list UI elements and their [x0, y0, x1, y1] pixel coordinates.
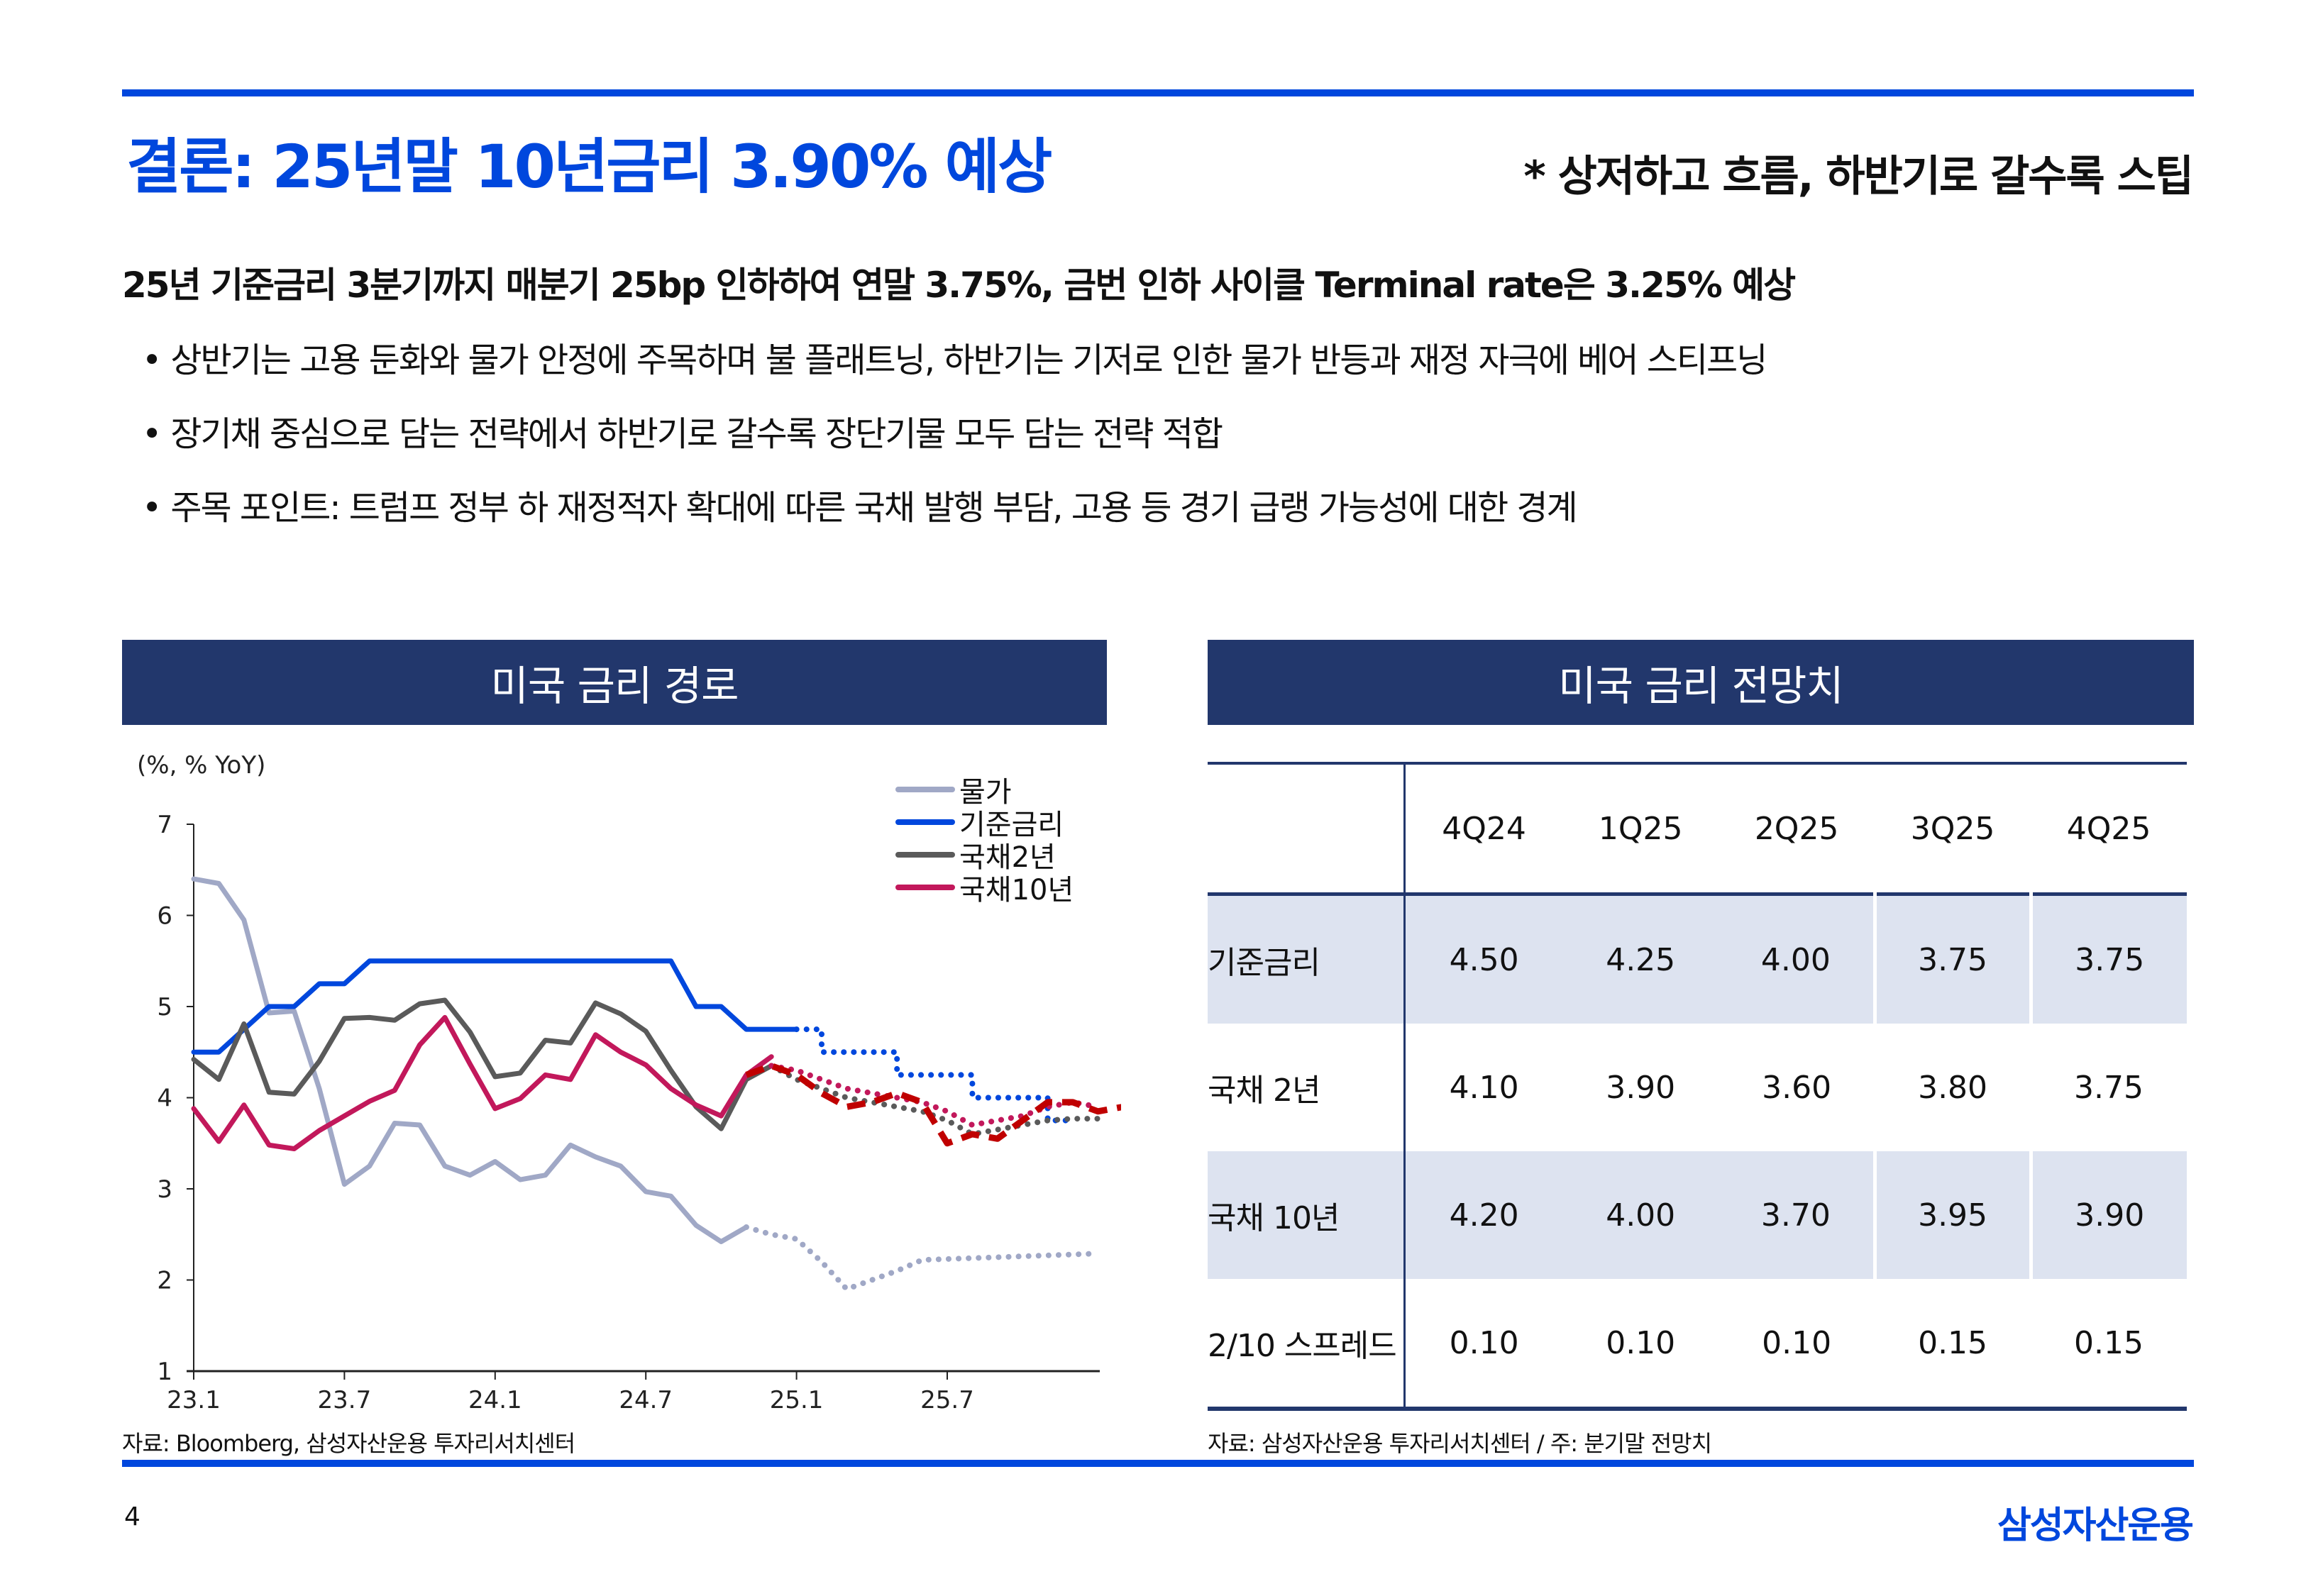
- series-line-policy-forecast: [793, 1026, 1076, 1124]
- table-corner: [1208, 763, 1406, 894]
- row-label: 2/10 스프레드: [1208, 1279, 1406, 1409]
- y-tick-label: 1: [157, 1358, 172, 1386]
- series-line-cpi: [191, 876, 749, 1244]
- table-cell: 0.10: [1449, 1324, 1519, 1361]
- legend-swatch: [895, 787, 955, 792]
- series-line-ust10_alt-forecast: [745, 1063, 1121, 1147]
- chart-axes: 1 2 3 4 5 6 7 23.1 23.7 24.1 24.7 25.1 25.7: [157, 811, 1100, 1414]
- legend-swatch: [895, 885, 955, 890]
- rate-path-chart: (%, % YoY) 1 2 3 4 5 6 7 23.1 23.7 24.1 24.7 25.1 25…: [137, 751, 1121, 1414]
- table-cell: 0.10: [1762, 1324, 1832, 1361]
- row-label: 국채 10년: [1208, 1151, 1406, 1279]
- page-subtitle: * 상저하고 흐름, 하반기로 갈수록 스팁: [1523, 152, 2194, 201]
- table-row: 국채 2년 4.10 3.90 3.60 3.80 3.75: [1208, 1024, 2187, 1151]
- bullet-item: 주목 포인트: 트럼프 정부 하 재정적자 확대에 따른 국채 발행 부담, 고…: [142, 480, 1577, 529]
- table-row: 기준금리 4.50 4.25 4.00 3.75 3.75: [1208, 894, 2187, 1024]
- series-line-policy: [191, 958, 800, 1055]
- x-tick-label: 23.1: [167, 1386, 221, 1414]
- chart-series: [191, 876, 1121, 1292]
- table-panel-title: 미국 금리 전망치: [1208, 640, 2194, 725]
- y-tick-label: 4: [157, 1085, 172, 1113]
- y-tick-label: 6: [157, 902, 172, 931]
- table-cell: 3.75: [1872, 894, 2031, 1024]
- legend-label: 국채10년: [959, 874, 1074, 907]
- series-line-ust2: [191, 997, 774, 1131]
- table-source: 자료: 삼성자산운용 투자리서치센터 / 주: 분기말 전망치: [1208, 1430, 1712, 1457]
- table-cell: 4.50: [1404, 894, 1563, 1024]
- x-tick-label: 23.7: [318, 1386, 372, 1414]
- table-cell: 0.10: [1606, 1324, 1676, 1361]
- table-cell: 3.90: [1606, 1069, 1676, 1106]
- table-cell: 0.15: [1918, 1324, 1988, 1361]
- x-tick-label: 25.7: [920, 1386, 974, 1414]
- table-cell: 4.10: [1449, 1069, 1519, 1106]
- table-cell: 3.95: [1872, 1151, 2031, 1279]
- x-tick-label: 24.7: [619, 1386, 673, 1414]
- legend-item-ust2: 국채2년: [895, 838, 1074, 874]
- table-header-row: 4Q24 1Q25 2Q25 3Q25 4Q25: [1208, 763, 2187, 894]
- table-cell: 4.25: [1562, 894, 1719, 1024]
- table-cell: 4.00: [1562, 1151, 1719, 1279]
- table-cell: 4.20: [1404, 1151, 1563, 1279]
- table-cell: 3.90: [2029, 1151, 2187, 1279]
- table-row: 국채 10년 4.20 4.00 3.70 3.95 3.90: [1208, 1151, 2187, 1279]
- x-tick-label: 24.1: [468, 1386, 522, 1414]
- legend-label: 물가: [959, 776, 1012, 809]
- page-title: 결론: 25년말 10년금리 3.90% 예상: [126, 132, 1052, 201]
- legend-item-cpi: 물가: [895, 773, 1074, 809]
- series-line-cpi-forecast: [743, 1224, 1101, 1292]
- series-line-ust2-forecast: [768, 1063, 1101, 1137]
- series-line-ust10: [191, 1014, 774, 1151]
- series-line-ust10-forecast: [768, 1063, 1101, 1128]
- table-cell: 3.80: [1918, 1069, 1988, 1106]
- y-tick-label: 2: [157, 1267, 172, 1295]
- bottom-rule: [122, 1460, 2194, 1467]
- table-cell: 0.15: [2074, 1324, 2144, 1361]
- legend-label: 기준금리: [959, 809, 1064, 841]
- chart-legend: 물가 기준금리 국채2년 국채10년: [895, 773, 1074, 907]
- y-tick-label: 3: [157, 1175, 172, 1204]
- lead-statement: 25년 기준금리 3분기까지 매분기 25bp 인하하여 연말 3.75%, 금…: [122, 265, 1796, 306]
- row-label: 국채 2년: [1208, 1024, 1406, 1151]
- chart-source: 자료: Bloomberg, 삼성자산운용 투자리서치센터: [122, 1430, 575, 1457]
- y-axis-label: (%, % YoY): [137, 751, 265, 780]
- page-number: 4: [124, 1502, 140, 1531]
- legend-item-ust10: 국채10년: [895, 871, 1074, 907]
- forecast-table: 4Q24 1Q25 2Q25 3Q25 4Q25 기준금리 4.50 4.25 …: [1208, 762, 2187, 1411]
- table-row: 2/10 스프레드 0.10 0.10 0.10 0.15 0.15: [1208, 1279, 2187, 1409]
- column-header: 4Q24: [1442, 810, 1526, 847]
- table-cell: 3.60: [1762, 1069, 1832, 1106]
- y-tick-label: 7: [157, 811, 172, 839]
- brand-logo: 삼성자산운용: [1997, 1504, 2194, 1547]
- top-rule: [122, 89, 2194, 96]
- legend-label: 국채2년: [959, 841, 1056, 874]
- x-tick-label: 25.1: [770, 1386, 824, 1414]
- row-label: 기준금리: [1208, 894, 1406, 1024]
- column-header: 4Q25: [2066, 810, 2151, 847]
- bullet-item: 장기채 중심으로 담는 전략에서 하반기로 갈수록 장단기물 모두 담는 전략 …: [142, 406, 1223, 455]
- chart-panel-title: 미국 금리 경로: [122, 640, 1107, 725]
- legend-item-policy-rate: 기준금리: [895, 806, 1074, 841]
- column-header: 3Q25: [1910, 810, 1995, 847]
- column-header: 1Q25: [1598, 810, 1683, 847]
- table-cell: 3.75: [2074, 1069, 2144, 1106]
- table-cell: 3.70: [1719, 1151, 1875, 1279]
- table-cell: 3.75: [2029, 894, 2187, 1024]
- table-cell: 4.00: [1719, 894, 1875, 1024]
- bullet-item: 상반기는 고용 둔화와 물가 안정에 주목하며 불 플래트닝, 하반기는 기저로…: [142, 332, 1767, 382]
- y-tick-label: 5: [157, 993, 172, 1021]
- column-header: 2Q25: [1754, 810, 1839, 847]
- legend-swatch: [895, 819, 955, 825]
- legend-swatch: [895, 852, 955, 858]
